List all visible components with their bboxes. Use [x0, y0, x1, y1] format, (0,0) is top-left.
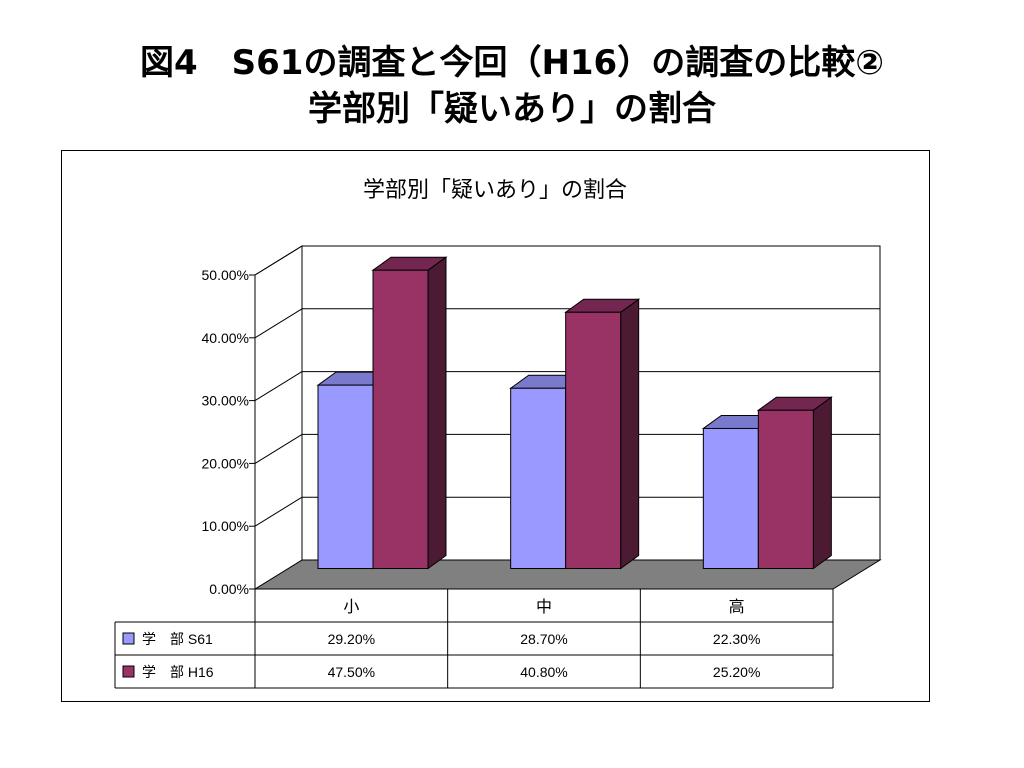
chart-frame: 学部別「疑いあり」の割合 0.00% 10.00% 20.00% 30.00% 40.0… — [61, 150, 930, 702]
data-value-cell: 47.50% — [328, 664, 375, 680]
y-tick-label: 50.00% — [202, 267, 249, 283]
y-tick-label: 10.00% — [202, 518, 249, 534]
bar-side — [427, 256, 447, 570]
data-value-cell: 28.70% — [520, 631, 567, 647]
bar — [510, 387, 567, 569]
chart-side-wall — [254, 245, 303, 590]
legend-swatch — [122, 665, 135, 678]
chart-title: 学部別「疑いあり」の割合 — [363, 178, 627, 203]
bar-side — [812, 396, 832, 570]
side-gridline — [254, 308, 303, 339]
slide-title-line-2: 学部別「疑いあり」の割合 — [308, 89, 716, 129]
bar — [317, 384, 374, 569]
side-gridline — [254, 245, 303, 276]
y-tick-label: 20.00% — [202, 455, 249, 471]
data-value-cell: 22.30% — [713, 631, 760, 647]
bar-chart: 学部別「疑いあり」の割合 0.00% 10.00% 20.00% 30.00% 40.0… — [114, 178, 882, 689]
x-category-label: 小 — [343, 597, 359, 616]
y-tick-label: 40.00% — [202, 330, 249, 346]
x-category-label: 高 — [729, 597, 745, 616]
legend-series-name: 学 部 S61 — [142, 631, 213, 647]
y-tick-label: 30.00% — [202, 393, 249, 409]
bar — [372, 269, 429, 569]
data-value-cell: 25.20% — [713, 664, 760, 680]
side-gridline — [254, 371, 303, 402]
data-value-cell: 29.20% — [328, 631, 375, 647]
bar-side — [620, 298, 640, 570]
data-value-cell: 40.80% — [520, 664, 567, 680]
legend-swatch — [122, 632, 135, 645]
x-category-label: 中 — [536, 597, 552, 616]
bar — [702, 427, 759, 569]
side-gridline — [254, 496, 303, 527]
bar — [565, 311, 622, 569]
slide-title-line-1: 図4 S61の調査と今回（H16）の調査の比較② — [139, 43, 884, 83]
bar — [757, 409, 814, 569]
legend-series-name: 学 部 H16 — [142, 664, 214, 680]
side-gridline — [254, 433, 303, 464]
y-tick-label: 0.00% — [209, 581, 249, 597]
